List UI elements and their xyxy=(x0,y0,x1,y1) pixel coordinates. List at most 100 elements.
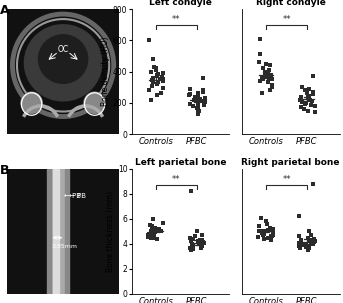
Point xyxy=(299,243,304,248)
Point xyxy=(310,181,316,186)
Point xyxy=(152,225,157,230)
Point xyxy=(156,227,162,231)
Text: ← PB: ← PB xyxy=(69,194,86,199)
Point xyxy=(256,235,261,239)
Point xyxy=(263,219,269,224)
Point xyxy=(308,103,314,108)
Point xyxy=(197,241,202,246)
Point xyxy=(266,227,271,232)
Point xyxy=(160,71,166,75)
Point xyxy=(149,224,155,229)
Point xyxy=(195,238,200,243)
Text: **: ** xyxy=(172,175,181,184)
Point xyxy=(149,229,154,234)
Point xyxy=(190,245,195,249)
Title: Left parietal bone: Left parietal bone xyxy=(135,158,226,167)
Point xyxy=(303,245,308,249)
Point xyxy=(256,229,261,234)
Point xyxy=(312,238,318,243)
Point xyxy=(308,240,314,245)
Point xyxy=(260,229,265,234)
Point xyxy=(150,57,156,62)
Point xyxy=(305,244,310,249)
Point xyxy=(296,241,301,246)
Point xyxy=(299,85,305,90)
Point xyxy=(312,110,318,115)
Bar xyxy=(50,169,66,294)
Point xyxy=(187,102,193,107)
Point xyxy=(260,75,265,79)
Point xyxy=(261,237,267,241)
Point xyxy=(189,189,194,194)
Point xyxy=(311,240,317,245)
Point xyxy=(263,61,269,66)
Text: ← PB: ← PB xyxy=(64,194,81,199)
Point xyxy=(261,232,266,237)
Point xyxy=(150,230,156,235)
Point xyxy=(306,93,312,98)
Point xyxy=(145,235,151,239)
Point xyxy=(160,220,166,225)
Point xyxy=(306,94,311,99)
Y-axis label: Bone density (HU): Bone density (HU) xyxy=(101,37,110,106)
Point xyxy=(305,247,311,252)
Point xyxy=(146,38,152,43)
Point xyxy=(306,239,311,244)
Point xyxy=(257,224,262,229)
Point xyxy=(267,75,272,80)
Point xyxy=(265,221,270,226)
Point xyxy=(257,36,263,41)
Y-axis label: Bone thickness (mm): Bone thickness (mm) xyxy=(106,191,115,272)
Point xyxy=(200,88,206,93)
Point xyxy=(150,236,156,241)
Point xyxy=(307,97,313,102)
Point xyxy=(150,75,155,80)
Point xyxy=(269,234,274,239)
Point xyxy=(259,91,264,96)
Point xyxy=(296,234,302,239)
Point xyxy=(195,94,201,99)
Point xyxy=(200,75,205,80)
Text: B: B xyxy=(0,164,10,177)
Point xyxy=(161,76,166,81)
Point xyxy=(150,233,155,238)
Point xyxy=(302,88,307,93)
Point xyxy=(257,52,262,57)
Point xyxy=(197,109,202,114)
Point xyxy=(194,106,200,111)
Point xyxy=(190,243,196,248)
Text: OC: OC xyxy=(58,45,69,54)
Point xyxy=(155,82,160,86)
Point xyxy=(191,97,197,102)
Point xyxy=(146,88,152,93)
Point xyxy=(196,90,201,95)
Point xyxy=(297,214,302,219)
Point xyxy=(269,77,274,82)
Point xyxy=(189,248,194,253)
Point xyxy=(154,73,159,78)
Point xyxy=(262,231,267,236)
Point xyxy=(268,225,273,230)
Text: **: ** xyxy=(282,15,291,24)
Point xyxy=(154,68,159,72)
Point xyxy=(267,63,272,68)
Point xyxy=(148,233,154,238)
Point xyxy=(297,98,302,103)
Point xyxy=(157,77,162,82)
Point xyxy=(188,239,193,244)
Point xyxy=(260,66,265,71)
Point xyxy=(265,235,271,240)
Point xyxy=(192,95,197,100)
Point xyxy=(155,72,161,76)
Ellipse shape xyxy=(38,34,88,84)
Point xyxy=(271,230,276,235)
Point xyxy=(311,89,316,94)
Point xyxy=(160,85,165,90)
Text: A: A xyxy=(0,4,10,17)
Point xyxy=(256,60,262,65)
Title: Right condyle: Right condyle xyxy=(256,0,326,7)
Point xyxy=(145,232,151,237)
Point xyxy=(303,101,308,106)
Point xyxy=(154,74,160,79)
Ellipse shape xyxy=(24,24,103,102)
